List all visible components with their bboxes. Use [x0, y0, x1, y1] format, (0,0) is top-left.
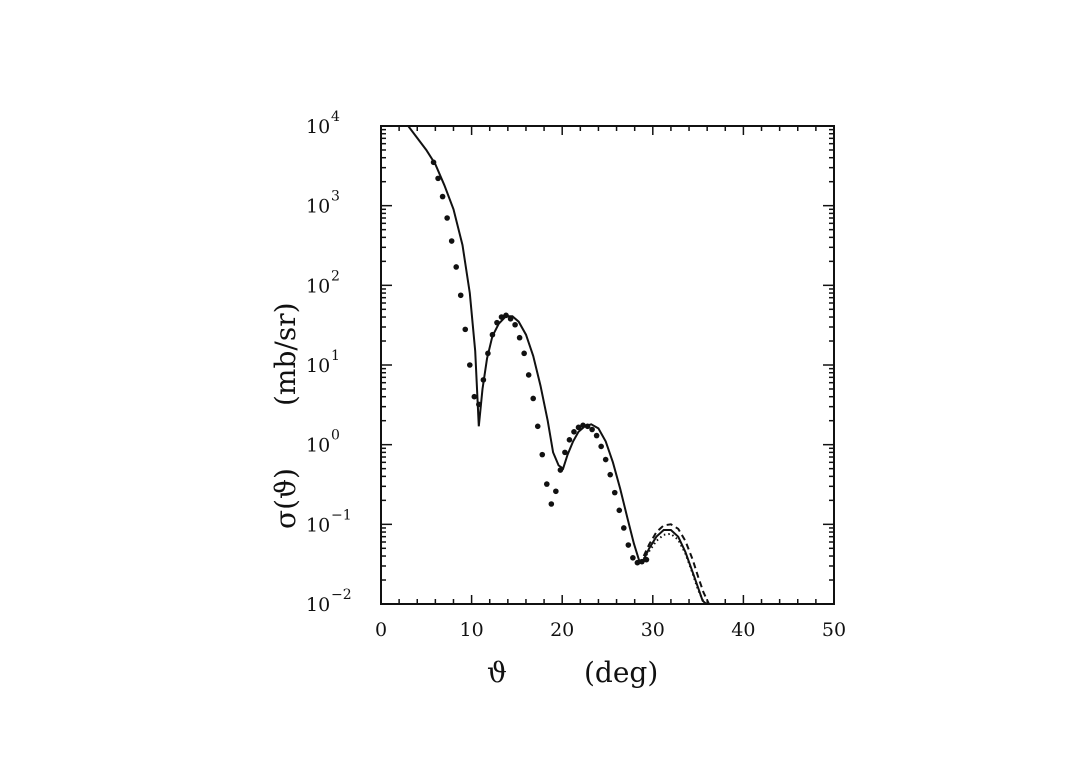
x-axis-symbol: ϑ	[487, 656, 507, 689]
x-tick-label: 20	[550, 619, 574, 641]
data-point	[602, 456, 609, 463]
data-point	[553, 488, 559, 495]
data-point	[621, 525, 627, 531]
data-point	[543, 481, 550, 487]
data-point	[512, 321, 518, 328]
y-tick-label: 10	[306, 435, 330, 457]
data-point	[539, 451, 546, 458]
solid-curve	[407, 126, 707, 604]
x-tick-label: 10	[460, 619, 484, 641]
data-point	[534, 423, 541, 430]
data-point	[598, 443, 604, 450]
data-point	[453, 264, 459, 270]
series-layer	[407, 126, 710, 604]
data-point	[507, 316, 514, 322]
data-point	[439, 193, 446, 200]
data-point	[562, 449, 568, 456]
data-point	[530, 395, 537, 402]
data-point	[444, 215, 450, 221]
x-axis-unit: (deg)	[584, 656, 658, 689]
y-axis-symbol: σ(ϑ)	[269, 468, 302, 529]
data-point	[571, 429, 577, 435]
data-point	[616, 507, 623, 514]
y-tick-exponent: −1	[331, 507, 352, 523]
data-point	[435, 175, 441, 182]
y-tick-label: 10	[306, 116, 330, 138]
x-tick-label: 50	[822, 619, 846, 641]
data-point	[611, 489, 618, 496]
data-point	[525, 372, 532, 378]
y-tick-exponent: 3	[331, 189, 340, 205]
data-point	[625, 542, 632, 548]
x-tick-label: 40	[731, 619, 755, 641]
data-point	[575, 424, 582, 431]
y-tick-label: 10	[306, 196, 330, 218]
x-tick-label: 30	[641, 619, 665, 641]
data-point	[457, 292, 464, 299]
y-tick-label: 10	[306, 355, 330, 377]
y-tick-label: 10	[306, 275, 330, 297]
data-point	[516, 334, 523, 341]
y-tick-label: 10	[306, 594, 330, 616]
data-point	[521, 350, 527, 357]
major-ticks	[380, 125, 835, 605]
y-axis-unit: (mb/sr)	[269, 302, 302, 406]
x-tick-labels: 0 10 20 30 40 50	[375, 619, 846, 641]
dashed-curve	[642, 523, 710, 604]
data-point	[462, 326, 469, 333]
data-point	[566, 437, 573, 443]
x-tick-label: 0	[375, 619, 387, 641]
minor-ticks	[381, 126, 834, 604]
y-tick-exponent: 1	[331, 348, 340, 364]
data-point	[548, 501, 555, 507]
data-point	[471, 393, 478, 400]
data-point	[593, 432, 600, 439]
y-tick-exponent: 4	[331, 109, 340, 125]
data-point	[630, 555, 636, 561]
y-tick-exponent: −2	[331, 587, 352, 603]
y-tick-exponent: 0	[331, 428, 340, 444]
data-point	[448, 238, 455, 244]
y-tick-exponent: 2	[331, 268, 340, 284]
data-point	[466, 362, 473, 368]
data-point	[607, 471, 614, 478]
y-tick-label: 10	[306, 514, 330, 536]
data-point	[589, 426, 595, 433]
